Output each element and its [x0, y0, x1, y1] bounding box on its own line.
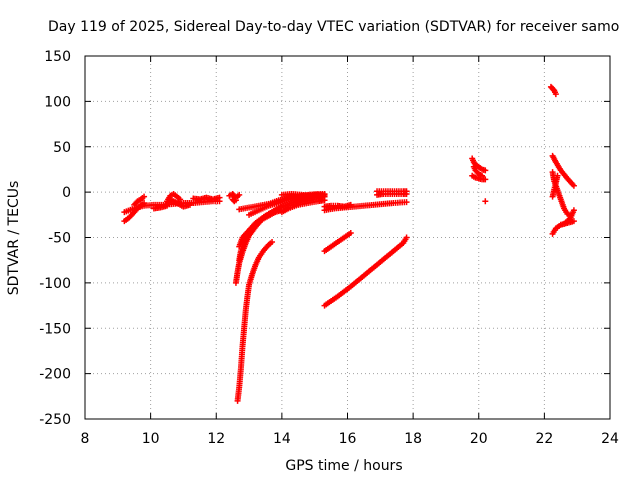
- chart-title: Day 119 of 2025, Sidereal Day-to-day VTE…: [48, 19, 619, 35]
- series-arc-08: [229, 196, 239, 205]
- y-tick-label: -50: [48, 231, 71, 247]
- x-tick-label: 18: [404, 431, 422, 447]
- data-point: [232, 197, 239, 204]
- x-tick-label: 12: [207, 431, 225, 447]
- data-point: [403, 199, 410, 206]
- data-point: [570, 207, 577, 214]
- x-axis-label: GPS time / hours: [285, 458, 402, 474]
- y-tick-label: -200: [39, 367, 71, 383]
- series-arc-28: [549, 152, 577, 189]
- y-tick-label: -100: [39, 276, 71, 292]
- data-point: [566, 215, 573, 222]
- series-arc-16: [278, 197, 328, 216]
- data-point: [570, 182, 577, 189]
- series-arc-25: [470, 163, 486, 179]
- series-arc-24: [469, 172, 489, 183]
- data-point: [141, 193, 148, 200]
- data-point: [482, 176, 489, 183]
- data-point: [552, 91, 559, 98]
- y-tick-label: 0: [62, 185, 71, 201]
- series-arc-04: [150, 196, 193, 212]
- grid-lines: [85, 56, 610, 419]
- series-arc-03: [131, 193, 148, 208]
- data-point: [570, 218, 577, 225]
- data-point: [347, 201, 354, 208]
- series-arc-31: [561, 207, 577, 227]
- series-arc-06: [190, 194, 223, 203]
- series-arc-18: [321, 201, 354, 210]
- data-point: [269, 239, 276, 246]
- data-point: [482, 167, 489, 174]
- series-arc-23: [469, 155, 489, 174]
- series-arc-27: [547, 83, 559, 98]
- data-point: [554, 172, 561, 179]
- data-point: [236, 191, 243, 198]
- series-arc-19: [321, 229, 354, 255]
- series-arc-20: [321, 234, 410, 309]
- data-point: [216, 194, 223, 201]
- y-tick-label: 50: [53, 140, 71, 156]
- data-point: [479, 172, 486, 179]
- x-tick-label: 20: [470, 431, 488, 447]
- series-arc-05: [164, 190, 184, 205]
- x-tick-label: 22: [535, 431, 553, 447]
- plot-frame: [84, 55, 611, 420]
- series-arc-22: [374, 190, 410, 198]
- y-axis-label: SDTVAR / TECUs: [6, 181, 22, 296]
- series-arc-02: [121, 200, 148, 225]
- series-arc-26: [482, 198, 489, 205]
- x-tick-label: 14: [273, 431, 291, 447]
- y-tick-label: 100: [44, 94, 71, 110]
- series-arc-14: [234, 239, 276, 404]
- series-arc-30: [549, 218, 577, 237]
- axis-ticks: 8 10 12 14 16 18 20 22 24 150 100 50 0 -50 -100 -150 -20…: [39, 49, 619, 447]
- x-tick-label: 24: [601, 431, 619, 447]
- data-point: [482, 198, 489, 205]
- y-tick-label: -150: [39, 321, 71, 337]
- x-tick-label: 16: [339, 431, 357, 447]
- series-arc-32: [549, 172, 561, 200]
- data-point: [403, 190, 410, 197]
- y-tick-label: 150: [44, 49, 71, 65]
- y-tick-label: -250: [39, 412, 71, 428]
- data-point: [403, 234, 410, 241]
- data-point: [321, 197, 328, 204]
- x-tick-label: 8: [81, 431, 90, 447]
- x-tick-label: 10: [142, 431, 160, 447]
- data-point: [187, 201, 193, 208]
- data-points: [121, 83, 577, 404]
- data-point: [177, 196, 184, 203]
- data-point: [141, 200, 148, 207]
- data-point: [347, 229, 354, 236]
